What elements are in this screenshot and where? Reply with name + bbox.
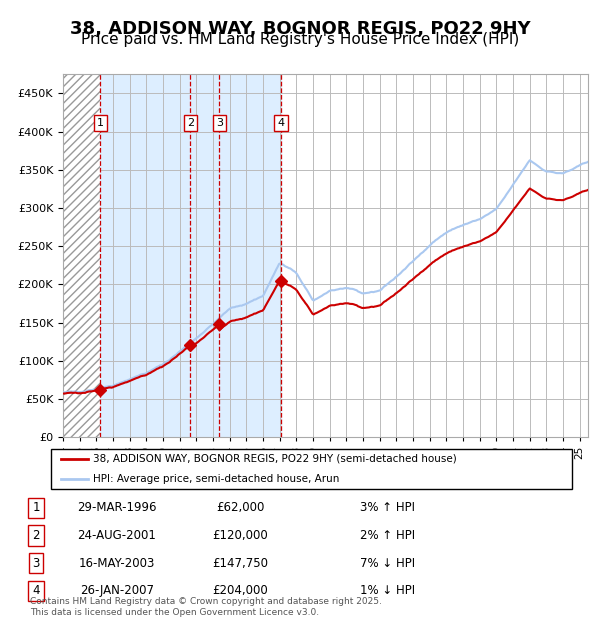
Text: 1: 1 — [97, 118, 104, 128]
Bar — [63, 74, 281, 437]
FancyBboxPatch shape — [50, 449, 572, 489]
Text: 26-JAN-2007: 26-JAN-2007 — [80, 584, 154, 597]
Text: 4: 4 — [32, 584, 40, 597]
Text: 1% ↓ HPI: 1% ↓ HPI — [360, 584, 415, 597]
Text: 38, ADDISON WAY, BOGNOR REGIS, PO22 9HY: 38, ADDISON WAY, BOGNOR REGIS, PO22 9HY — [70, 20, 530, 38]
Text: 29-MAR-1996: 29-MAR-1996 — [77, 502, 157, 514]
Text: 4: 4 — [277, 118, 284, 128]
Text: 2: 2 — [187, 118, 194, 128]
Text: Contains HM Land Registry data © Crown copyright and database right 2025.
This d: Contains HM Land Registry data © Crown c… — [30, 598, 382, 617]
Text: Price paid vs. HM Land Registry's House Price Index (HPI): Price paid vs. HM Land Registry's House … — [81, 32, 519, 47]
Text: £120,000: £120,000 — [212, 529, 268, 542]
Text: 2% ↑ HPI: 2% ↑ HPI — [360, 529, 415, 542]
Text: 7% ↓ HPI: 7% ↓ HPI — [360, 557, 415, 570]
Text: HPI: Average price, semi-detached house, Arun: HPI: Average price, semi-detached house,… — [93, 474, 339, 484]
Text: £147,750: £147,750 — [212, 557, 268, 570]
Text: 3: 3 — [32, 557, 40, 570]
Text: 3: 3 — [216, 118, 223, 128]
Text: £62,000: £62,000 — [216, 502, 264, 514]
Text: 3% ↑ HPI: 3% ↑ HPI — [360, 502, 415, 514]
Text: 24-AUG-2001: 24-AUG-2001 — [77, 529, 157, 542]
Text: 1: 1 — [32, 502, 40, 514]
Text: 2: 2 — [32, 529, 40, 542]
Text: 16-MAY-2003: 16-MAY-2003 — [79, 557, 155, 570]
Text: £204,000: £204,000 — [212, 584, 268, 597]
Bar — [63, 74, 100, 437]
Text: 38, ADDISON WAY, BOGNOR REGIS, PO22 9HY (semi-detached house): 38, ADDISON WAY, BOGNOR REGIS, PO22 9HY … — [93, 454, 457, 464]
